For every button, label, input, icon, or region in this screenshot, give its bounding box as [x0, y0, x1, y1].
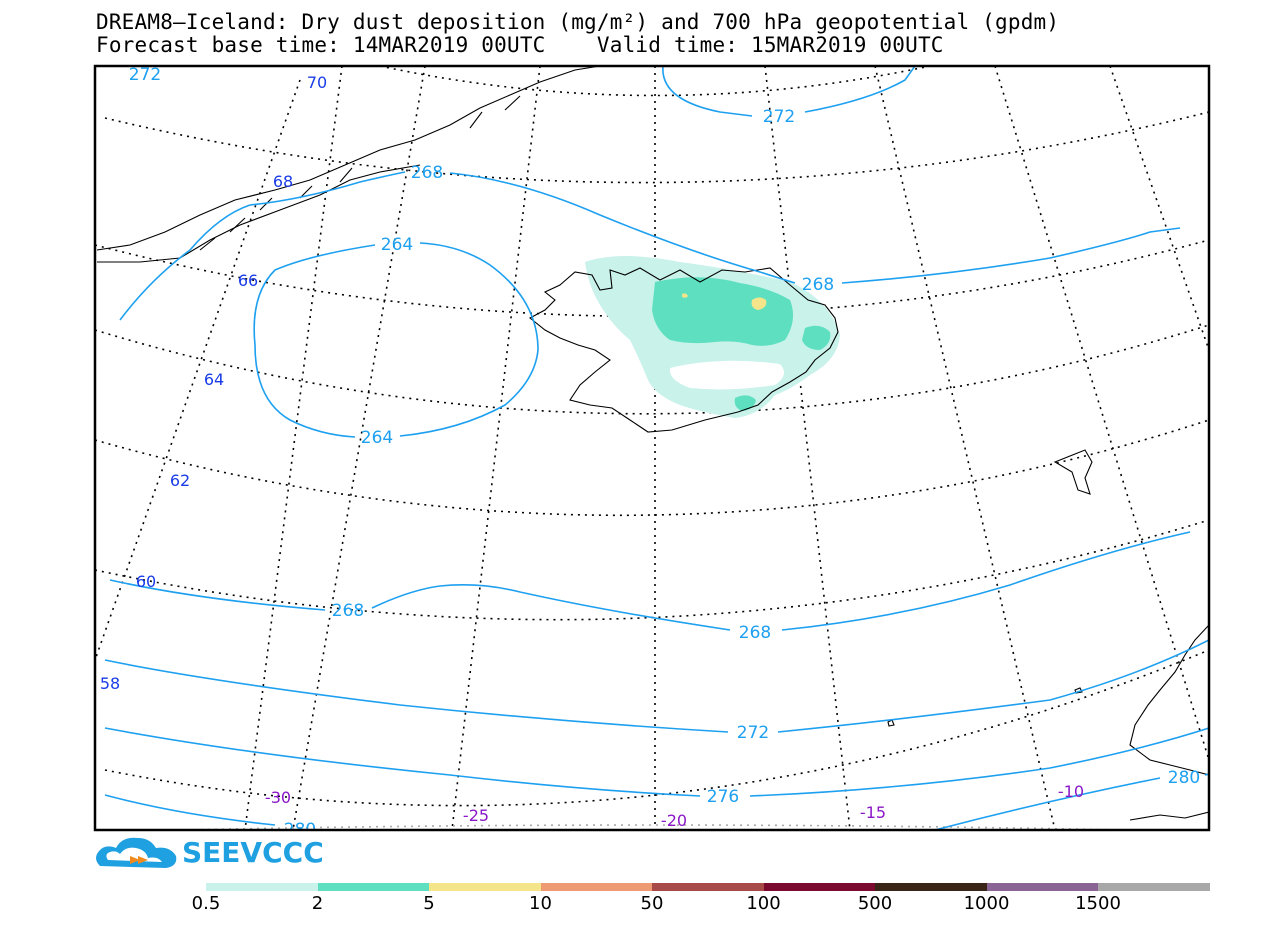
legend-color-swatch — [429, 883, 541, 891]
legend-color-swatch — [206, 883, 318, 891]
lon-label: -20 — [661, 811, 687, 830]
contour-label: 280 — [284, 820, 316, 840]
map-subtitle-times: Forecast base time: 14MAR2019 00UTC Vali… — [96, 33, 944, 57]
iceland-coastline — [529, 267, 839, 433]
contour-label: 276 — [707, 787, 739, 807]
contour-268-south — [109, 531, 1191, 631]
contour-264 — [253, 242, 539, 438]
legend-tick-label: 10 — [529, 893, 552, 914]
norway-coastline — [1129, 811, 1209, 821]
lat-label: 58 — [100, 674, 120, 693]
greenland-coastline — [97, 164, 421, 263]
legend-color-swatch — [763, 883, 875, 891]
lon-label: -15 — [860, 803, 886, 822]
lat-label: 62 — [170, 471, 190, 490]
contour-label: 272 — [763, 107, 795, 127]
legend-tick-label: 50 — [640, 893, 664, 914]
contour-280-south-left — [104, 794, 276, 826]
parallel-line — [104, 111, 1209, 184]
map-title: DREAM8—Iceland: Dry dust deposition (mg/… — [96, 10, 1060, 34]
contour-268-north — [119, 171, 1181, 321]
latitude-labels: 70 68 66 64 62 60 58 — [100, 73, 327, 693]
legend-tick-label: 500 — [857, 893, 893, 914]
contour-label: 272 — [129, 65, 161, 85]
meridian-line — [292, 66, 426, 830]
lat-label: 66 — [238, 271, 258, 290]
coastlines — [96, 66, 1209, 821]
lat-label: 68 — [273, 172, 293, 191]
contour-label: 264 — [361, 428, 393, 448]
parallel-line — [104, 649, 1209, 807]
legend-tick-label: 5 — [423, 893, 435, 914]
contour-label: 280 — [1168, 768, 1200, 788]
dust-deposition-shading — [585, 256, 840, 418]
legend-color-swatch — [317, 883, 429, 891]
legend-color-swatch — [875, 883, 987, 891]
parallel-line — [95, 239, 1209, 318]
legend-colorbar — [206, 883, 1210, 891]
norway-coastline — [1129, 624, 1209, 776]
meridian-line — [1109, 66, 1209, 351]
legend-color-swatch — [652, 883, 764, 891]
legend-color-swatch — [1098, 883, 1210, 891]
map-frame — [93, 64, 1211, 832]
longitude-labels: -30 -25 -20 -15 -10 — [265, 782, 1084, 830]
meridian-line — [874, 66, 1056, 830]
contour-label: 268 — [411, 163, 443, 183]
legend-tick-label: 2 — [311, 893, 324, 914]
greenland-coastline — [96, 66, 601, 251]
lat-label: 70 — [307, 73, 327, 92]
contour-272-south — [104, 639, 1209, 733]
dust-5-10-area — [682, 293, 688, 298]
dust-2-5-area — [802, 325, 831, 350]
contour-label: 268 — [802, 275, 834, 295]
contour-label: 268 — [739, 623, 771, 643]
legend-tick-label: 100 — [746, 893, 781, 914]
legend-color-swatch — [540, 883, 652, 891]
lat-label: 64 — [204, 370, 224, 389]
legend-tick-label: 1500 — [1075, 893, 1121, 914]
dust-5-10-area — [751, 297, 767, 310]
parallel-line — [95, 324, 1209, 415]
legend-tick-label: 1000 — [963, 893, 1010, 914]
meridian-line — [95, 79, 301, 661]
lon-label: -25 — [463, 806, 489, 825]
map-plot-area: 272 272 268 268 264 264 268 268 272 276 … — [95, 65, 1209, 840]
dust-2-5-area — [652, 277, 794, 346]
legend-color-swatch — [986, 883, 1098, 891]
contour-label: 264 — [381, 235, 413, 255]
meridian-line — [244, 66, 343, 830]
geopotential-contours — [104, 66, 1209, 830]
dust-no-deposit-area — [669, 360, 784, 390]
lat-label: 60 — [136, 572, 156, 591]
contour-272-top — [662, 66, 916, 117]
lon-label: -30 — [265, 788, 291, 807]
parallel-line — [379, 66, 931, 97]
jan-mayen-coastline — [1053, 449, 1093, 495]
seevccc-logo-icon — [96, 837, 177, 868]
legend-tick-label: 0.5 — [191, 893, 221, 914]
contour-labels: 272 272 268 268 264 264 268 268 272 276 … — [129, 65, 1200, 840]
greenland-fjords — [199, 95, 521, 251]
seevccc-logo-text: SEEVCCC — [182, 836, 324, 869]
lon-label: -10 — [1058, 782, 1084, 801]
graticule — [95, 66, 1209, 830]
contour-276-south — [104, 727, 1209, 797]
contour-label: 272 — [737, 723, 769, 743]
parallel-line — [95, 419, 1209, 517]
contour-label: 268 — [332, 601, 364, 621]
meridian-line — [764, 66, 851, 830]
